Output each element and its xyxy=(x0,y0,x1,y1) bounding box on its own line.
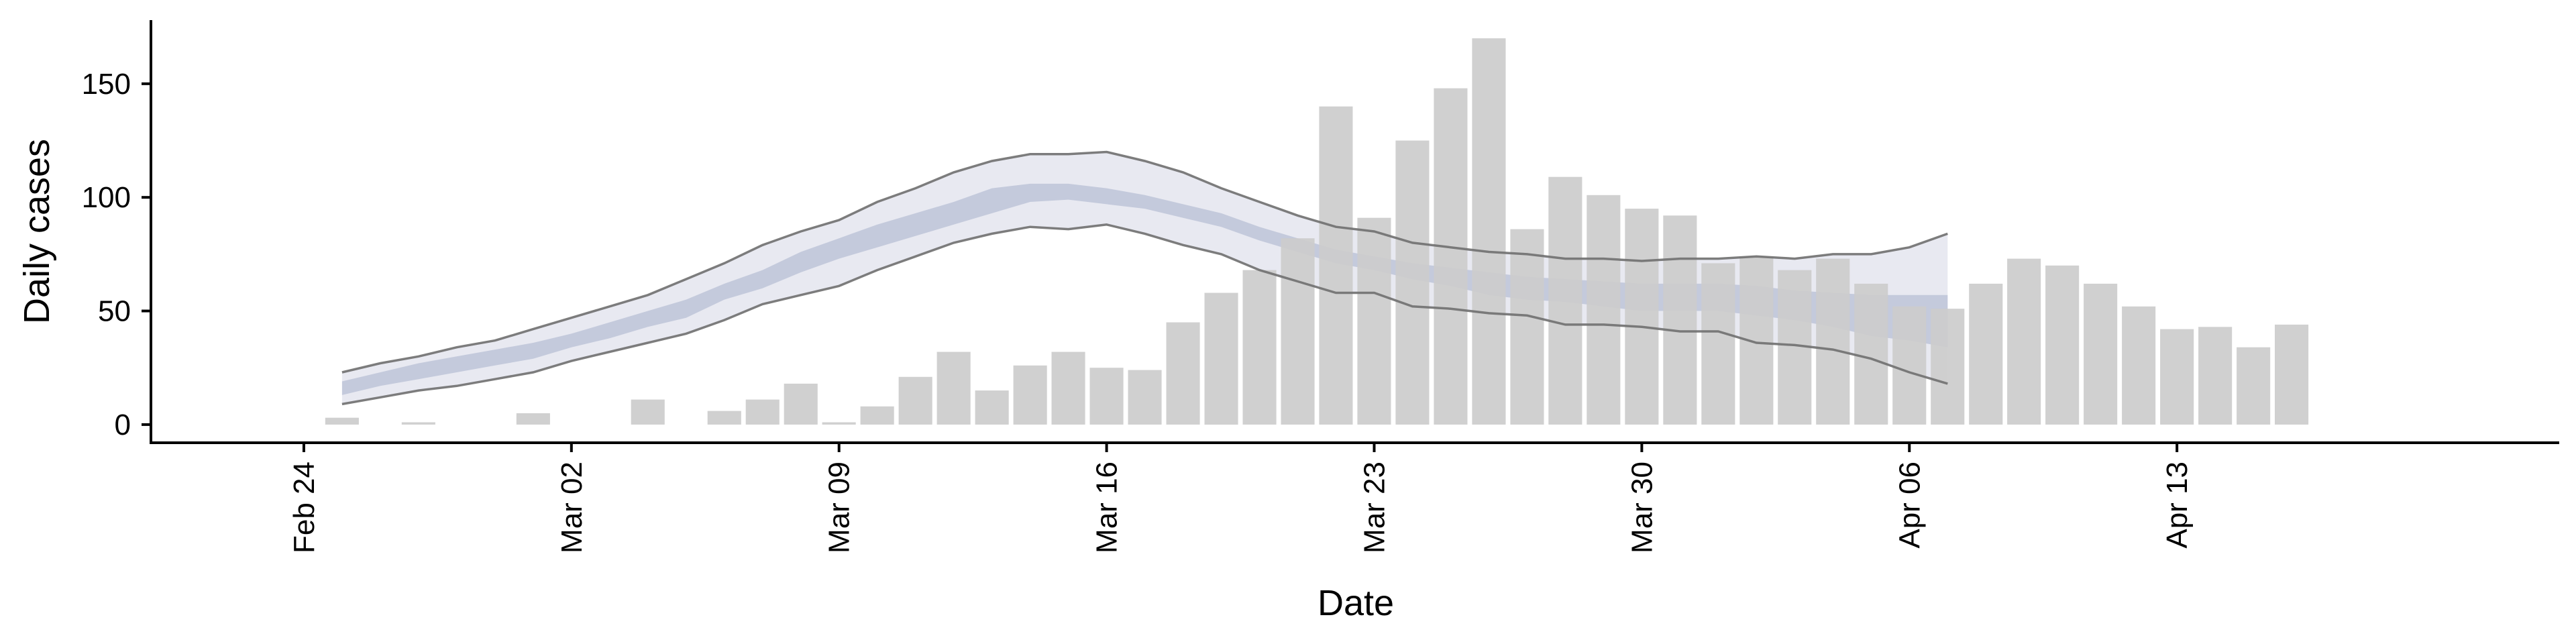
x-ticks: Feb 24 Mar 02 Mar 09 Mar 16 Mar 23 Mar 30 Apr … xyxy=(288,443,2194,553)
x-tick-label: Mar 02 xyxy=(555,462,588,553)
bar xyxy=(936,352,971,425)
bar xyxy=(2160,329,2194,425)
bar xyxy=(1663,215,1697,425)
bar xyxy=(1548,176,1582,425)
bar xyxy=(1701,263,1735,425)
bar xyxy=(516,413,550,425)
lower-bound-line xyxy=(341,223,1948,406)
bar xyxy=(1281,238,1315,425)
bar xyxy=(1434,88,1468,425)
y-tick-label: 150 xyxy=(82,68,131,101)
bar xyxy=(1166,322,1200,425)
bar-layer xyxy=(325,38,2309,425)
bar xyxy=(1969,283,2003,425)
bar xyxy=(1319,106,1353,425)
y-axis-title: Daily cases xyxy=(17,139,57,324)
bar xyxy=(2198,327,2233,425)
x-tick-label: Mar 16 xyxy=(1091,462,1124,553)
bar xyxy=(1013,365,1047,425)
bar xyxy=(325,417,359,425)
bar xyxy=(1854,283,1888,425)
bar xyxy=(401,422,435,425)
x-tick-label: Mar 09 xyxy=(823,462,856,553)
bar xyxy=(860,406,894,425)
bound-line-layer xyxy=(341,150,1948,406)
bar xyxy=(2275,324,2309,425)
bar xyxy=(1472,38,1506,425)
bar xyxy=(822,422,856,425)
x-tick-label: Mar 30 xyxy=(1625,462,1658,553)
bar xyxy=(1816,258,1850,425)
bar xyxy=(631,399,665,425)
y-tick-label: 100 xyxy=(82,181,131,214)
bar xyxy=(975,390,1009,425)
bar xyxy=(1395,140,1430,425)
bar xyxy=(1128,370,1162,425)
x-axis-title: Date xyxy=(1318,583,1394,623)
bar xyxy=(1357,217,1391,425)
bar xyxy=(2007,258,2041,425)
bar xyxy=(1931,309,1965,425)
bar xyxy=(784,383,818,425)
bar xyxy=(1204,292,1238,425)
bar xyxy=(898,376,932,425)
bar xyxy=(745,399,780,425)
bar xyxy=(1625,209,1659,425)
bar xyxy=(2122,306,2156,425)
bar xyxy=(2045,265,2080,425)
y-ticks: 0 50 100 150 xyxy=(82,68,151,441)
bar xyxy=(2084,283,2118,425)
bar xyxy=(1892,306,1927,425)
x-tick-label: Feb 24 xyxy=(288,462,321,553)
upper-bound-line xyxy=(341,150,1948,374)
x-tick-label: Apr 13 xyxy=(2161,462,2194,549)
y-tick-label: 0 xyxy=(115,409,131,441)
x-tick-label: Mar 23 xyxy=(1358,462,1391,553)
bar xyxy=(1242,270,1277,425)
bar xyxy=(1510,229,1544,425)
bar xyxy=(2237,347,2271,425)
bar xyxy=(1089,368,1124,425)
axes xyxy=(150,20,2559,444)
bar xyxy=(707,411,741,425)
bar xyxy=(1051,352,1085,425)
y-tick-label: 50 xyxy=(98,295,131,328)
x-tick-label: Apr 06 xyxy=(1893,462,1926,549)
bar xyxy=(1587,195,1621,425)
